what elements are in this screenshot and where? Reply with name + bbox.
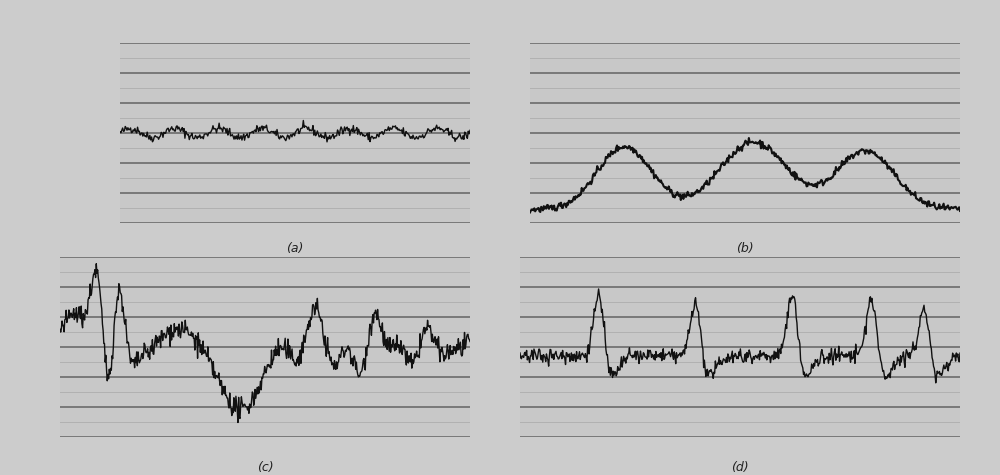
Text: (c): (c) (257, 461, 273, 474)
Text: (b): (b) (736, 242, 754, 255)
Text: (a): (a) (286, 242, 304, 255)
Text: (d): (d) (731, 461, 749, 474)
